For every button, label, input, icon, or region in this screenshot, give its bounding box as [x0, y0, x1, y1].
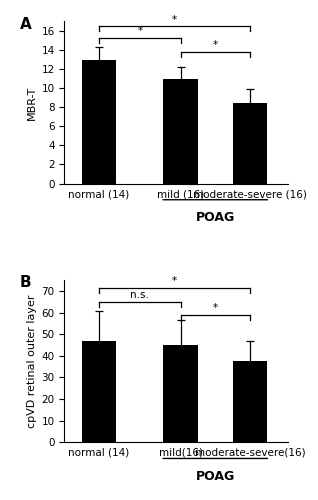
Y-axis label: MBR-T: MBR-T	[27, 86, 37, 119]
Text: A: A	[20, 16, 31, 32]
Bar	[82, 340, 116, 442]
Bar	[233, 104, 267, 184]
Bar	[163, 78, 198, 184]
Text: *: *	[172, 276, 177, 286]
Bar	[82, 60, 116, 184]
Text: *: *	[213, 40, 218, 50]
Text: *: *	[213, 304, 218, 314]
Text: *: *	[137, 26, 142, 36]
Text: POAG: POAG	[196, 470, 235, 483]
Bar	[163, 345, 198, 442]
Text: POAG: POAG	[196, 211, 235, 224]
Text: n.s.: n.s.	[130, 290, 149, 300]
Bar	[233, 361, 267, 442]
Text: *: *	[172, 14, 177, 24]
Y-axis label: cpVD retinal outer layer: cpVD retinal outer layer	[27, 294, 37, 428]
Text: B: B	[20, 276, 31, 290]
